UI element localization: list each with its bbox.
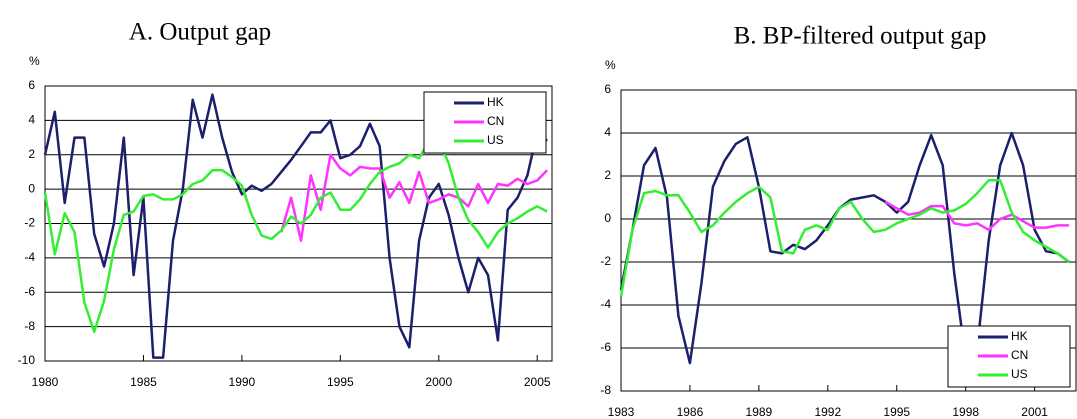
series-line bbox=[280, 153, 549, 242]
legend-label: HK bbox=[487, 95, 504, 109]
legend-box bbox=[947, 325, 1071, 388]
y-tick-label: 2 bbox=[604, 168, 611, 182]
y-tick-label: -6 bbox=[600, 340, 611, 354]
series-line bbox=[884, 200, 1070, 232]
y-axis-label: % bbox=[605, 58, 616, 72]
x-tick-label: 1995 bbox=[327, 375, 354, 389]
y-axis-label: % bbox=[29, 54, 40, 68]
y-tick-label: 4 bbox=[604, 125, 611, 139]
chart-title: B. BP-filtered output gap bbox=[734, 23, 987, 50]
y-tick-label: 6 bbox=[28, 78, 35, 92]
x-tick-label: 1980 bbox=[32, 375, 59, 389]
y-tick-label: -10 bbox=[18, 353, 36, 367]
y-tick-label: 4 bbox=[28, 113, 35, 127]
x-tick-label: 1985 bbox=[130, 375, 157, 389]
plot-frame bbox=[620, 89, 1077, 392]
series-line bbox=[43, 93, 548, 359]
y-tick-label: -8 bbox=[24, 319, 35, 333]
x-tick-label: 1989 bbox=[746, 405, 773, 419]
x-tick-label: 1992 bbox=[814, 405, 841, 419]
series-line bbox=[43, 139, 548, 334]
y-tick-label: 2 bbox=[28, 147, 35, 161]
x-tick-label: 1990 bbox=[229, 375, 256, 389]
y-tick-label: -8 bbox=[600, 383, 611, 397]
legend-label: US bbox=[1011, 367, 1028, 381]
x-tick-label: 1998 bbox=[952, 405, 979, 419]
y-tick-label: -4 bbox=[24, 250, 35, 264]
chart-title: A. Output gap bbox=[129, 19, 271, 46]
plot-frame bbox=[44, 85, 553, 362]
y-tick-label: 0 bbox=[604, 211, 611, 225]
y-tick-label: 6 bbox=[604, 82, 611, 96]
x-tick-label: 2001 bbox=[1021, 405, 1048, 419]
x-tick-label: 1995 bbox=[883, 405, 910, 419]
legend-label: HK bbox=[1011, 329, 1028, 343]
legend-label: US bbox=[487, 133, 504, 147]
y-tick-label: -2 bbox=[600, 254, 611, 268]
y-tick-label: -6 bbox=[24, 284, 35, 298]
y-tick-label: -4 bbox=[600, 297, 611, 311]
x-tick-label: 2000 bbox=[425, 375, 452, 389]
legend-label: CN bbox=[1011, 348, 1028, 362]
legend-box bbox=[423, 91, 547, 154]
y-tick-label: 0 bbox=[28, 181, 35, 195]
y-tick-label: -2 bbox=[24, 216, 35, 230]
x-tick-label: 1983 bbox=[608, 405, 635, 419]
x-tick-label: 2005 bbox=[524, 375, 551, 389]
x-tick-label: 1986 bbox=[677, 405, 704, 419]
legend-label: CN bbox=[487, 114, 504, 128]
series-line bbox=[619, 179, 1070, 297]
